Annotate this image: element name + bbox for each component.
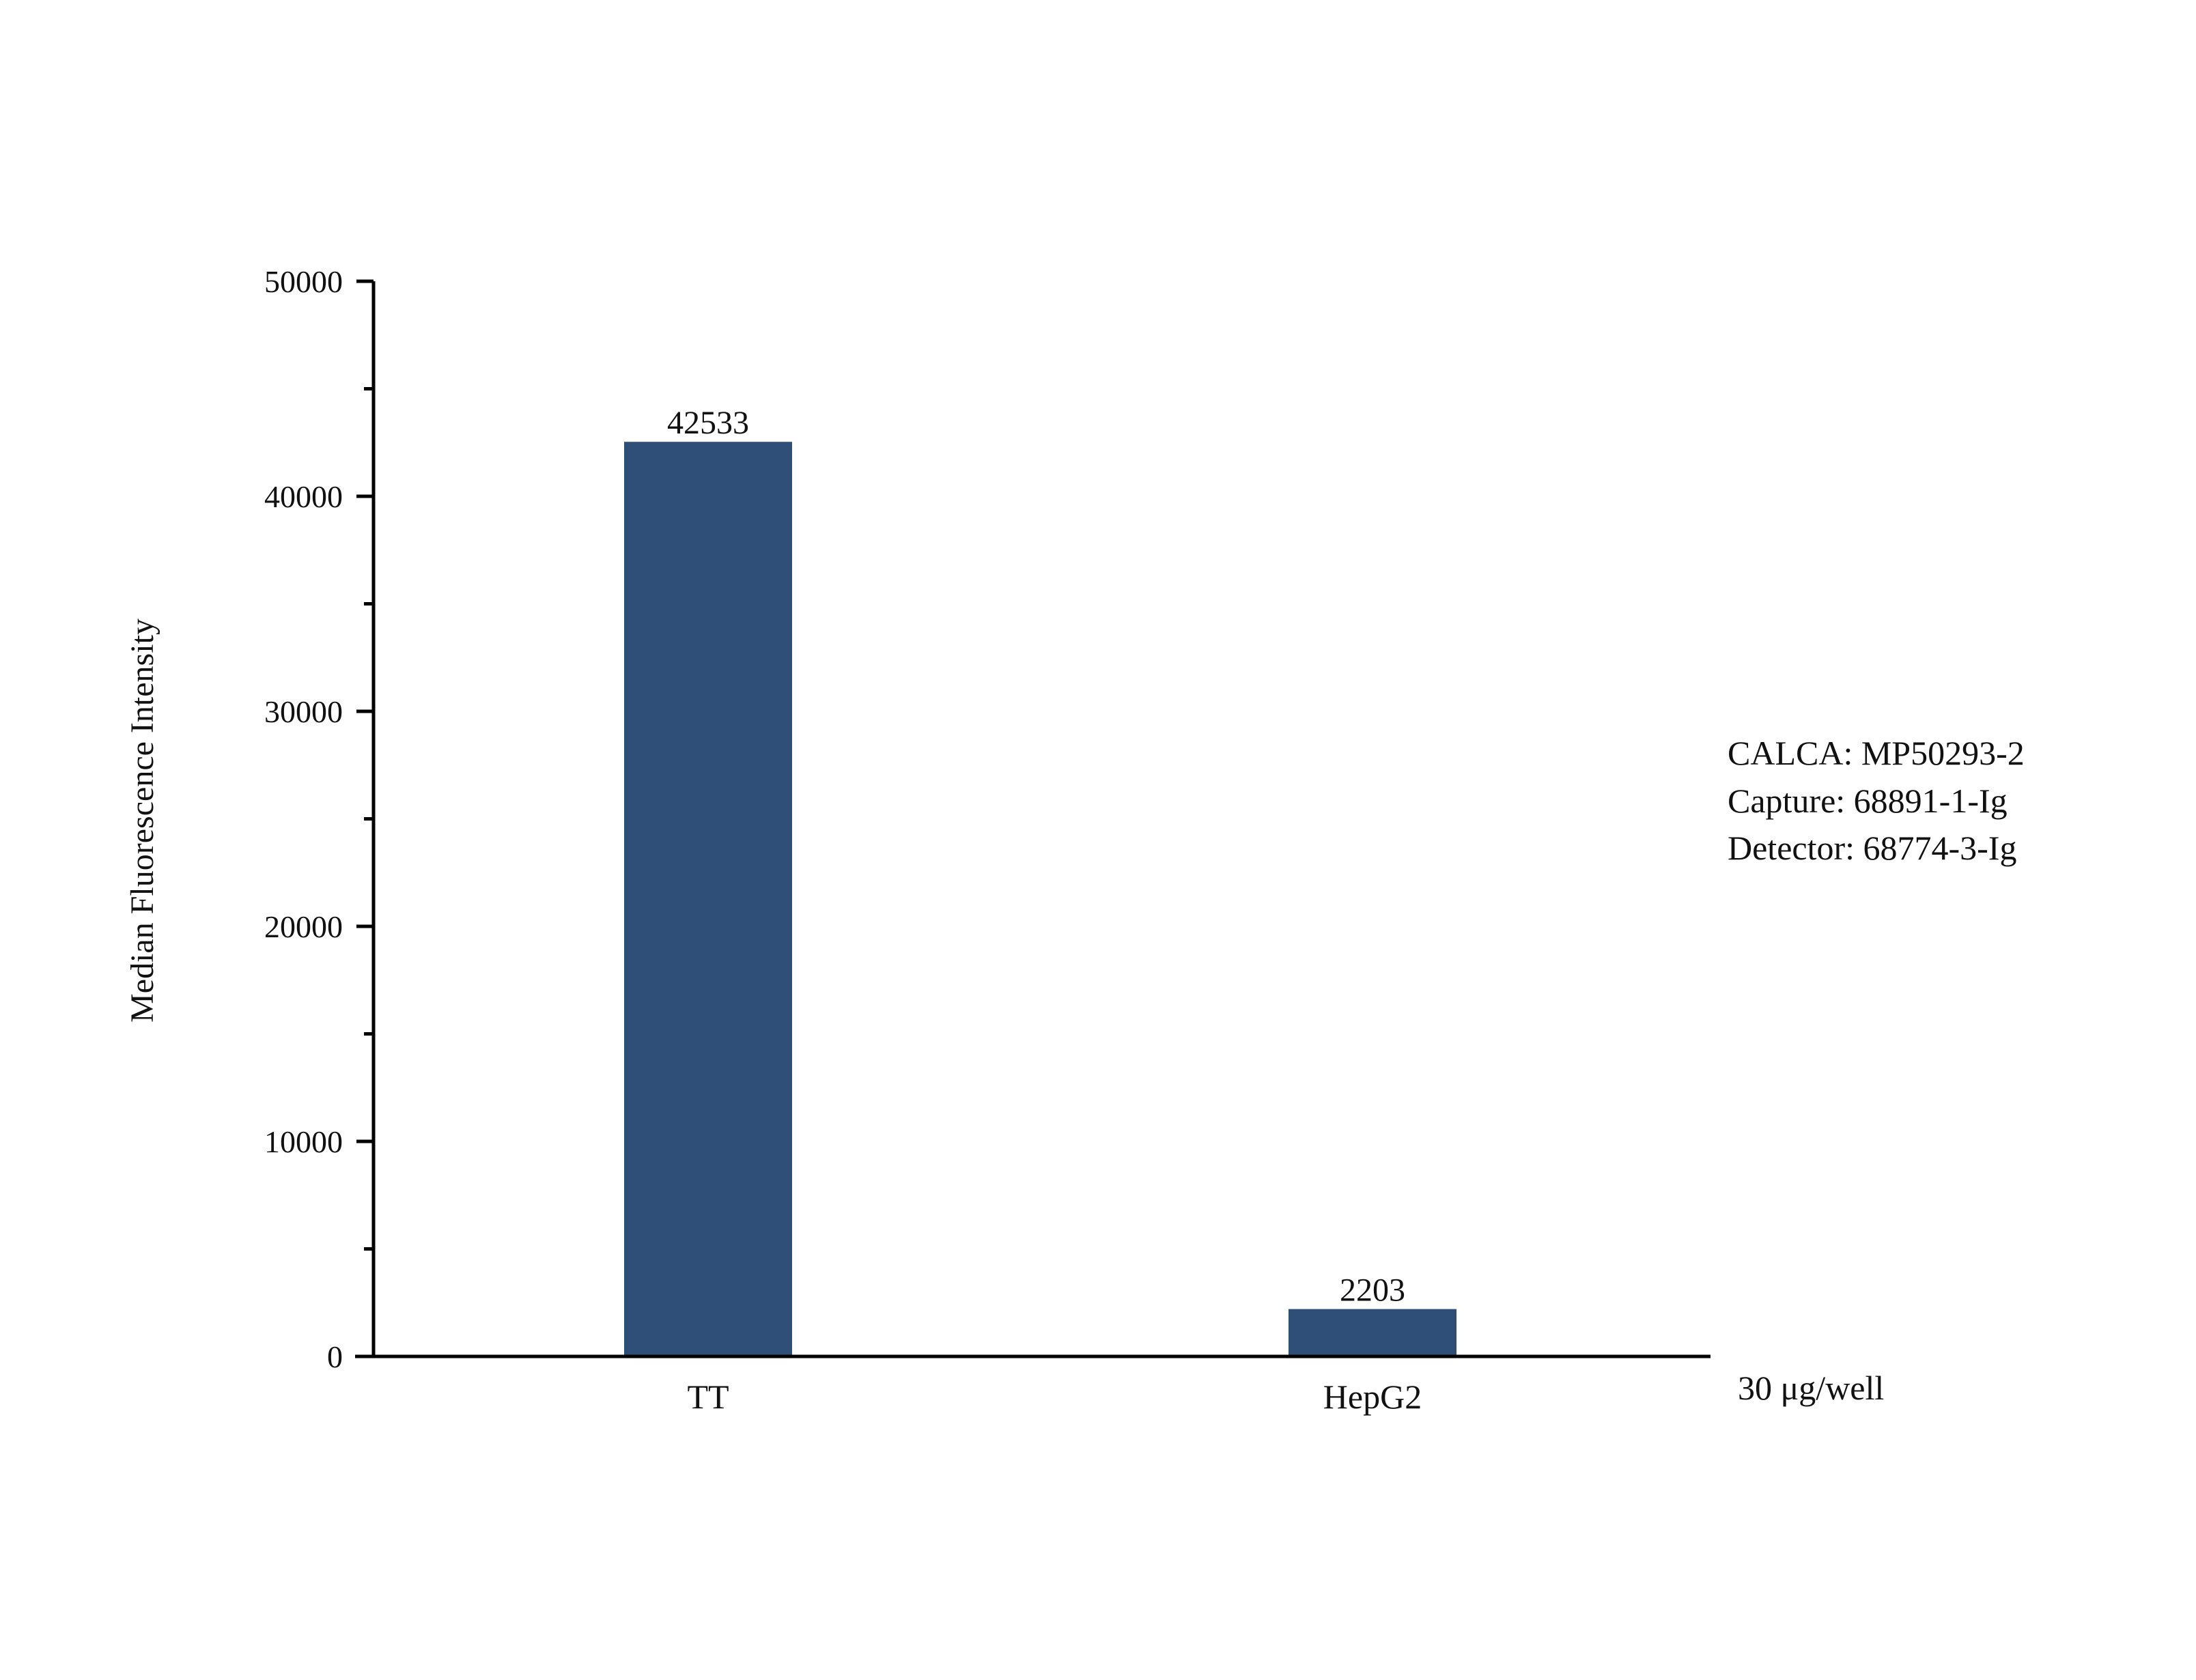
y-axis-tick-labels: 0 10000 20000 30000 40000 50000 <box>264 264 343 1374</box>
y-axis-ticks <box>356 279 374 1358</box>
data-label-tt: 42533 <box>667 405 749 441</box>
y-tick-label-30000: 30000 <box>264 694 343 729</box>
annotation-line-detector: Detector: 68774-3-Ig <box>1728 829 2016 867</box>
x-axis-category-labels: TT HepG2 <box>687 1378 1422 1416</box>
y-tick-label-0: 0 <box>327 1339 343 1374</box>
bar-tt <box>624 442 792 1357</box>
bars <box>624 442 1456 1357</box>
y-tick-label-50000: 50000 <box>264 264 343 299</box>
annotation-line-capture: Capture: 68891-1-Ig <box>1728 782 2008 820</box>
annotation-line-analyte: CALCA: MP50293-2 <box>1728 734 2025 772</box>
y-axis-title: Median Fluorescence Intensity <box>124 618 160 1023</box>
data-label-hepg2: 2203 <box>1340 1272 1405 1309</box>
category-label-hepg2: HepG2 <box>1323 1378 1422 1416</box>
data-labels: 42533 2203 <box>667 405 1405 1308</box>
category-label-tt: TT <box>687 1378 729 1416</box>
y-tick-label-10000: 10000 <box>264 1124 343 1159</box>
bar-hepg2 <box>1289 1309 1456 1356</box>
y-tick-label-40000: 40000 <box>264 479 343 514</box>
y-tick-label-20000: 20000 <box>264 909 343 944</box>
antibody-annotation: CALCA: MP50293-2 Capture: 68891-1-Ig Det… <box>1728 734 2025 867</box>
x-axis-note: 30 μg/well <box>1738 1369 1884 1407</box>
